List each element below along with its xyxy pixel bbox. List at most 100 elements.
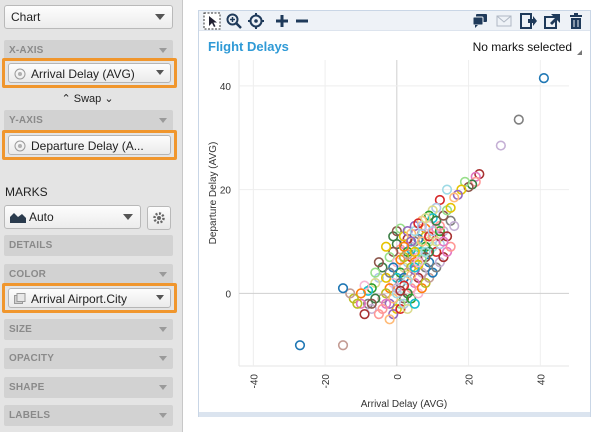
side-panel: Chart X-AXIS Arrival Delay (AVG) ⌃ Swap … xyxy=(0,0,183,432)
y-axis-shelf-label: Y-AXIS xyxy=(9,115,43,126)
chevron-up-icon: ⌃ xyxy=(61,93,71,105)
data-point[interactable] xyxy=(406,236,417,247)
data-point[interactable] xyxy=(445,241,456,252)
chevron-down-icon[interactable] xyxy=(159,327,167,332)
data-point[interactable] xyxy=(438,236,449,247)
pointer-icon[interactable] xyxy=(203,12,221,30)
data-point[interactable] xyxy=(449,220,460,232)
chevron-down-icon[interactable] xyxy=(159,413,167,418)
y-axis-field-highlight: Departure Delay (A... xyxy=(2,130,177,160)
y-tick-label: 0 xyxy=(225,289,231,300)
chevron-down-icon[interactable] xyxy=(156,70,164,75)
data-point[interactable] xyxy=(366,303,377,315)
chevron-down-icon[interactable] xyxy=(159,356,167,361)
data-point[interactable] xyxy=(409,298,420,309)
data-point[interactable] xyxy=(420,246,431,257)
data-point[interactable] xyxy=(420,213,431,224)
x-tick-label: -40 xyxy=(249,374,260,389)
x-tick-label: -20 xyxy=(321,374,332,389)
color-field-label: Arrival Airport.City xyxy=(31,292,128,306)
chevron-down-icon: ⌄ xyxy=(104,93,114,105)
data-point[interactable] xyxy=(495,140,506,151)
chart-type-dropdown[interactable]: Chart xyxy=(4,5,173,29)
chevron-down-icon[interactable] xyxy=(159,118,167,123)
dimension-icon xyxy=(14,293,26,304)
data-point[interactable] xyxy=(427,226,438,237)
color-field-highlight: Arrival Airport.City xyxy=(2,283,177,313)
add-icon[interactable] xyxy=(273,12,291,30)
marks-status: No marks selected xyxy=(472,40,572,54)
data-point[interactable] xyxy=(538,73,549,84)
data-point[interactable] xyxy=(431,236,442,247)
data-point[interactable] xyxy=(380,241,392,252)
data-point[interactable] xyxy=(337,340,349,351)
data-point[interactable] xyxy=(513,114,524,125)
shape-shelf-label: SHAPE xyxy=(9,382,45,393)
data-point[interactable] xyxy=(384,267,395,278)
data-point[interactable] xyxy=(370,267,381,278)
comment-icon[interactable] xyxy=(471,12,489,30)
data-point[interactable] xyxy=(413,257,424,268)
data-point[interactable] xyxy=(402,303,413,315)
marks-settings-button[interactable] xyxy=(147,206,171,230)
pan-icon[interactable] xyxy=(247,12,265,30)
data-point[interactable] xyxy=(366,298,377,309)
chart-title: Flight Delays xyxy=(208,39,289,54)
labels-shelf-label: LABELS xyxy=(9,410,51,421)
data-point[interactable] xyxy=(337,283,349,294)
x-axis-shelf-label: X-AXIS xyxy=(9,45,44,56)
chevron-down-icon[interactable] xyxy=(159,272,167,277)
zoom-icon[interactable] xyxy=(225,12,243,30)
shape-shelf: SHAPE xyxy=(4,377,173,398)
size-shelf: SIZE xyxy=(4,319,173,340)
x-axis-title: Arrival Delay (AVG) xyxy=(361,399,448,410)
data-point[interactable] xyxy=(352,298,363,309)
data-point[interactable] xyxy=(345,288,356,299)
data-point[interactable] xyxy=(445,202,456,213)
data-point[interactable] xyxy=(373,257,384,268)
opacity-shelf-label: OPACITY xyxy=(9,353,55,364)
data-point[interactable] xyxy=(294,340,306,351)
data-point[interactable] xyxy=(384,314,395,325)
x-axis-field-pill[interactable]: Arrival Delay (AVG) xyxy=(8,63,171,83)
remove-icon[interactable] xyxy=(293,12,311,30)
data-point[interactable] xyxy=(377,303,388,315)
y-tick-label: 40 xyxy=(220,82,232,93)
y-tick-label: 20 xyxy=(220,186,232,197)
resize-corner-icon[interactable] xyxy=(577,50,582,55)
data-point[interactable] xyxy=(441,184,453,195)
y-axis-field-label: Departure Delay (A... xyxy=(31,139,144,153)
data-point[interactable] xyxy=(416,236,428,247)
size-shelf-label: SIZE xyxy=(9,324,33,335)
chevron-down-icon[interactable] xyxy=(156,295,164,300)
data-point[interactable] xyxy=(434,226,445,237)
swap-label: Swap xyxy=(73,93,102,105)
details-shelf[interactable]: DETAILS xyxy=(4,235,173,256)
data-point[interactable] xyxy=(431,215,442,226)
x-axis-field-highlight: Arrival Delay (AVG) xyxy=(2,58,177,88)
viz-toolbar xyxy=(199,11,590,31)
data-point[interactable] xyxy=(355,288,367,299)
data-point[interactable] xyxy=(395,285,406,296)
marks-type-dropdown[interactable]: Auto xyxy=(4,205,141,229)
color-field-pill[interactable]: Arrival Airport.City xyxy=(8,288,171,308)
data-point[interactable] xyxy=(355,298,367,309)
x-tick-label: 40 xyxy=(536,374,547,386)
swap-axes-control[interactable]: ⌃ Swap ⌄ xyxy=(0,92,175,105)
export-icon[interactable] xyxy=(519,12,537,30)
data-point[interactable] xyxy=(359,309,370,320)
share-icon[interactable] xyxy=(543,12,561,30)
data-point[interactable] xyxy=(449,192,460,203)
area-chart-icon xyxy=(10,213,26,223)
email-icon[interactable] xyxy=(495,12,513,30)
chevron-down-icon[interactable] xyxy=(159,385,167,390)
x-axis-field-label: Arrival Delay (AVG) xyxy=(31,67,135,81)
opacity-shelf: OPACITY xyxy=(4,348,173,369)
delete-icon[interactable] xyxy=(567,12,585,30)
data-point[interactable] xyxy=(398,241,410,252)
data-point[interactable] xyxy=(409,246,420,257)
y-axis-field-pill[interactable]: Departure Delay (A... xyxy=(8,135,171,155)
chevron-down-icon[interactable] xyxy=(159,48,167,53)
data-point[interactable] xyxy=(384,251,395,263)
measure-icon xyxy=(14,140,26,152)
